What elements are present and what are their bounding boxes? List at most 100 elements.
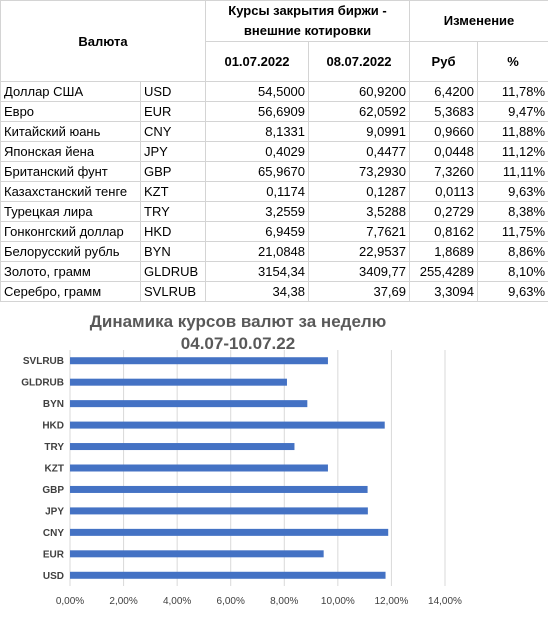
x-tick-label: 10,00% bbox=[321, 596, 355, 607]
change-pct-cell: 9,63% bbox=[477, 181, 548, 202]
rate-date1-cell: 65,9670 bbox=[205, 161, 310, 182]
bar-eur bbox=[70, 550, 324, 558]
change-rub-cell: 3,3094 bbox=[409, 281, 479, 302]
currency-code-cell: USD bbox=[139, 81, 207, 102]
rub-header: Руб bbox=[409, 41, 479, 82]
rate-date1-cell: 34,38 bbox=[205, 281, 310, 302]
change-pct-cell: 11,88% bbox=[477, 121, 548, 142]
bar-cny bbox=[70, 528, 389, 536]
table-row: Гонконгский доллар HKD 6,9459 7,7621 0,8162 1… bbox=[0, 221, 548, 242]
currency-name-cell: Белорусский рубль bbox=[0, 241, 141, 262]
change-rub-cell: 0,9660 bbox=[409, 121, 479, 142]
change-rub-cell: 255,4289 bbox=[409, 261, 479, 282]
bar-hkd bbox=[70, 421, 385, 429]
rate-date2-cell: 0,1287 bbox=[308, 181, 411, 202]
chart-title: Динамика курсов валют за неделю bbox=[90, 312, 386, 331]
currency-name-cell: Турецкая лира bbox=[0, 201, 141, 222]
x-tick-label: 14,00% bbox=[428, 596, 462, 607]
rate-date2-cell: 3409,77 bbox=[308, 261, 411, 282]
pct-header: % bbox=[477, 41, 548, 82]
currency-code-cell: EUR bbox=[139, 101, 207, 122]
category-label: JPY bbox=[45, 506, 64, 517]
rate-date2-cell: 22,9537 bbox=[308, 241, 411, 262]
currency-code-cell: GLDRUB bbox=[139, 261, 207, 282]
category-label: GLDRUB bbox=[21, 378, 64, 389]
rate-date2-cell: 62,0592 bbox=[308, 101, 411, 122]
x-tick-label: 6,00% bbox=[217, 596, 245, 607]
rate-date2-cell: 37,69 bbox=[308, 281, 411, 302]
currency-name-cell: Доллар США bbox=[0, 81, 141, 102]
bar-try bbox=[70, 443, 295, 451]
currency-code-cell: JPY bbox=[139, 141, 207, 162]
currency-code-cell: CNY bbox=[139, 121, 207, 142]
change-pct-cell: 11,75% bbox=[477, 221, 548, 242]
change-rub-cell: 5,3683 bbox=[409, 101, 479, 122]
category-label: KZT bbox=[45, 464, 64, 475]
change-rub-cell: 0,8162 bbox=[409, 221, 479, 242]
category-label: USD bbox=[43, 571, 64, 582]
x-tick-label: 12,00% bbox=[374, 596, 408, 607]
rate-date1-cell: 0,4029 bbox=[205, 141, 310, 162]
currency-name-cell: Британский фунт bbox=[0, 161, 141, 182]
change-pct-cell: 11,11% bbox=[477, 161, 548, 182]
table-row: Турецкая лира TRY 3,2559 3,5288 0,2729 8,38% bbox=[0, 201, 548, 222]
category-label: SVLRUB bbox=[23, 356, 64, 367]
currency-code-cell: KZT bbox=[139, 181, 207, 202]
currency-name-cell: Золото, грамм bbox=[0, 261, 141, 282]
table-row: Китайский юань CNY 8,1331 9,0991 0,9660 11,88… bbox=[0, 121, 548, 142]
bar-usd bbox=[70, 571, 386, 579]
change-rub-cell: 7,3260 bbox=[409, 161, 479, 182]
category-label: HKD bbox=[42, 421, 64, 432]
change-pct-cell: 11,12% bbox=[477, 141, 548, 162]
x-tick-label: 8,00% bbox=[270, 596, 298, 607]
chart-subtitle: 04.07-10.07.22 bbox=[181, 334, 295, 353]
change-group-header: Изменение bbox=[409, 0, 548, 42]
change-rub-cell: 1,8689 bbox=[409, 241, 479, 262]
rate-date1-cell: 6,9459 bbox=[205, 221, 310, 242]
currency-code-cell: TRY bbox=[139, 201, 207, 222]
rate-date1-cell: 3154,34 bbox=[205, 261, 310, 282]
date1-header: 01.07.2022 bbox=[205, 41, 310, 82]
chart-area: Динамика курсов валют за неделю 04.07-10… bbox=[0, 298, 476, 628]
currency-code-cell: SVLRUB bbox=[139, 281, 207, 302]
change-rub-cell: 0,0448 bbox=[409, 141, 479, 162]
rate-date1-cell: 21,0848 bbox=[205, 241, 310, 262]
rate-date2-cell: 0,4477 bbox=[308, 141, 411, 162]
date2-header: 08.07.2022 bbox=[308, 41, 411, 82]
currency-name-cell: Евро bbox=[0, 101, 141, 122]
rate-date2-cell: 7,7621 bbox=[308, 221, 411, 242]
x-tick-label: 2,00% bbox=[109, 596, 137, 607]
chart-category-labels: USD EUR CNY JPY GBP KZT TRY HKD BYN GLDRUB SVLRUB bbox=[21, 356, 65, 582]
bar-gbp bbox=[70, 485, 368, 493]
change-pct-cell: 11,78% bbox=[477, 81, 548, 102]
rate-date1-cell: 8,1331 bbox=[205, 121, 310, 142]
currency-code-cell: HKD bbox=[139, 221, 207, 242]
rate-date1-cell: 3,2559 bbox=[205, 201, 310, 222]
x-tick-label: 4,00% bbox=[163, 596, 191, 607]
change-pct-cell: 8,10% bbox=[477, 261, 548, 282]
currency-code-cell: BYN bbox=[139, 241, 207, 262]
rate-date1-cell: 54,5000 bbox=[205, 81, 310, 102]
category-label: TRY bbox=[44, 442, 64, 453]
rate-date2-cell: 3,5288 bbox=[308, 201, 411, 222]
rate-date1-cell: 56,6909 bbox=[205, 101, 310, 122]
table-row: Британский фунт GBP 65,9670 73,2930 7,3260 11… bbox=[0, 161, 548, 182]
bar-gldrub bbox=[70, 378, 287, 386]
change-rub-cell: 0,0113 bbox=[409, 181, 479, 202]
currency-header: Валюта bbox=[0, 0, 207, 82]
bar-jpy bbox=[70, 507, 368, 515]
table-row: Белорусский рубль BYN 21,0848 22,9537 1,8689… bbox=[0, 241, 548, 262]
x-tick-label: 0,00% bbox=[56, 596, 84, 607]
change-pct-cell: 9,47% bbox=[477, 101, 548, 122]
rates-table: Валюта Курсы закрытия биржи - внешние ко… bbox=[0, 0, 548, 302]
category-label: CNY bbox=[43, 528, 64, 539]
currency-name-cell: Гонконгский доллар bbox=[0, 221, 141, 242]
change-pct-cell: 9,63% bbox=[477, 281, 548, 302]
change-rub-cell: 0,2729 bbox=[409, 201, 479, 222]
currency-name-cell: Казахстанский тенге bbox=[0, 181, 141, 202]
rates-group-header: Курсы закрытия биржи - внешние котировки bbox=[205, 0, 411, 42]
category-label: BYN bbox=[43, 399, 64, 410]
rate-date2-cell: 60,9200 bbox=[308, 81, 411, 102]
currency-name-cell: Японская йена bbox=[0, 141, 141, 162]
currency-name-cell: Серебро, грамм bbox=[0, 281, 141, 302]
